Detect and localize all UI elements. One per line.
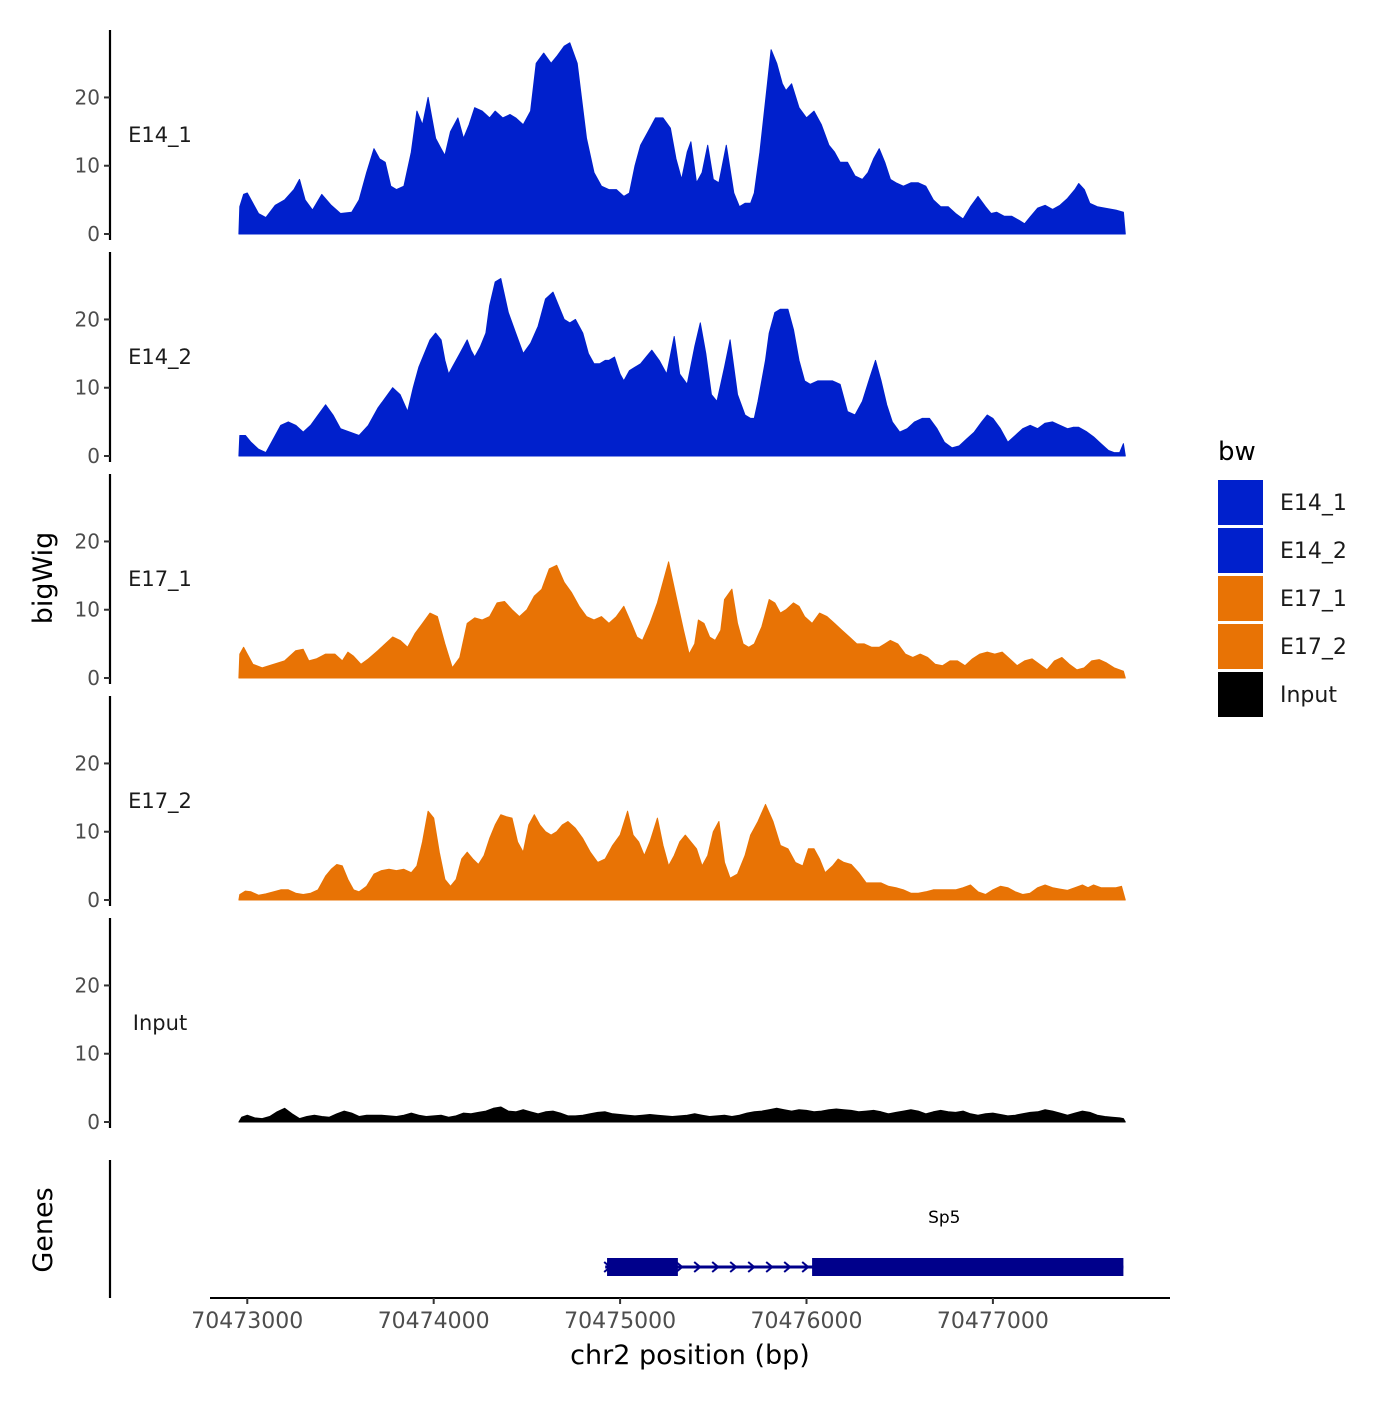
- legend-label-E14_1: E14_1: [1280, 491, 1347, 516]
- x-axis: 70473000 70474000 70475000 70476000 70477000…: [191, 1297, 1170, 1371]
- gene-label: Sp5: [928, 1208, 960, 1228]
- y-tick-label: 20: [75, 529, 100, 553]
- y-tick-label: 0: [87, 666, 100, 690]
- strand-arrow: [765, 1261, 774, 1273]
- x-tick-label: 70474000: [378, 1309, 490, 1334]
- track-panel-E17_2: 0 10 20 E17_2: [75, 696, 1126, 912]
- track-label-Input: Input: [133, 1011, 187, 1035]
- y-tick-label: 20: [75, 751, 100, 775]
- legend-swatch-E17_1: [1218, 576, 1263, 621]
- strand-arrow: [783, 1261, 792, 1273]
- track-label-E14_2: E14_2: [128, 345, 192, 370]
- gene-exon: [812, 1258, 1124, 1276]
- strand-arrow: [801, 1261, 810, 1273]
- legend: bw E14_1 E14_2 E17_1 E17_2 Input: [1218, 437, 1347, 717]
- legend-swatch-E14_1: [1218, 480, 1263, 525]
- legend-title: bw: [1218, 437, 1256, 467]
- gene-Sp5: Sp5: [603, 1208, 1124, 1276]
- strand-arrow: [711, 1261, 720, 1273]
- y-tick-label: 0: [87, 444, 100, 468]
- genes-axis-title: Genes: [28, 1187, 59, 1272]
- track-panel-E14_1: 0 10 20 E14_1: [75, 30, 1126, 246]
- area-Input: [238, 1106, 1126, 1123]
- x-tick-label: 70473000: [191, 1309, 303, 1334]
- x-ticks: 70473000 70474000 70475000 70476000 70477000: [191, 1298, 1049, 1334]
- area-E14_2: [238, 278, 1126, 457]
- legend-swatch-E14_2: [1218, 528, 1263, 573]
- y-tick-label: 20: [75, 973, 100, 997]
- legend-entries: E14_1 E14_2 E17_1 E17_2 Input: [1218, 480, 1347, 717]
- y-tick-label: 10: [75, 1042, 100, 1066]
- area-E17_1: [238, 561, 1126, 679]
- strand-arrow: [747, 1261, 756, 1273]
- y-axis-title: bigWig: [28, 532, 59, 625]
- y-tick-label: 0: [87, 888, 100, 912]
- y-tick-label: 20: [75, 85, 100, 109]
- genes-panel: Sp5: [108, 1160, 1124, 1298]
- x-axis-title: chr2 position (bp): [570, 1340, 810, 1371]
- strand-arrow: [693, 1261, 702, 1273]
- x-tick-label: 70477000: [937, 1309, 1049, 1334]
- track-panel-E14_2: 0 10 20 E14_2: [75, 252, 1126, 468]
- strand-arrow: [675, 1261, 684, 1273]
- y-tick-label: 10: [75, 820, 100, 844]
- track-panel-E17_1: 0 10 20 E17_1: [75, 474, 1126, 690]
- x-tick-label: 70475000: [564, 1309, 676, 1334]
- legend-swatch-E17_2: [1218, 624, 1263, 669]
- legend-label-E17_1: E17_1: [1280, 587, 1347, 612]
- area-E14_1: [238, 42, 1126, 235]
- track-panels: 0 10 20 E14_1 0 10 20 E14_2 0 10 20 E17_1 0 10 20 E17_2…: [75, 30, 1126, 1134]
- strand-arrow: [729, 1261, 738, 1273]
- track-label-E17_1: E17_1: [128, 567, 192, 592]
- y-tick-label: 0: [87, 222, 100, 246]
- y-tick-label: 10: [75, 376, 100, 400]
- legend-label-Input: Input: [1280, 683, 1337, 708]
- gene-exon: [607, 1258, 678, 1276]
- track-label-E17_2: E17_2: [128, 789, 192, 814]
- y-tick-label: 20: [75, 307, 100, 331]
- legend-label-E17_2: E17_2: [1280, 635, 1347, 660]
- y-tick-label: 10: [75, 598, 100, 622]
- track-panel-Input: 0 10 20 Input: [75, 918, 1126, 1134]
- legend-label-E14_2: E14_2: [1280, 539, 1347, 564]
- track-label-E14_1: E14_1: [128, 123, 192, 148]
- area-E17_2: [238, 803, 1126, 901]
- x-tick-label: 70476000: [751, 1309, 863, 1334]
- legend-swatch-Input: [1218, 672, 1263, 717]
- y-tick-label: 0: [87, 1110, 100, 1134]
- y-tick-label: 10: [75, 154, 100, 178]
